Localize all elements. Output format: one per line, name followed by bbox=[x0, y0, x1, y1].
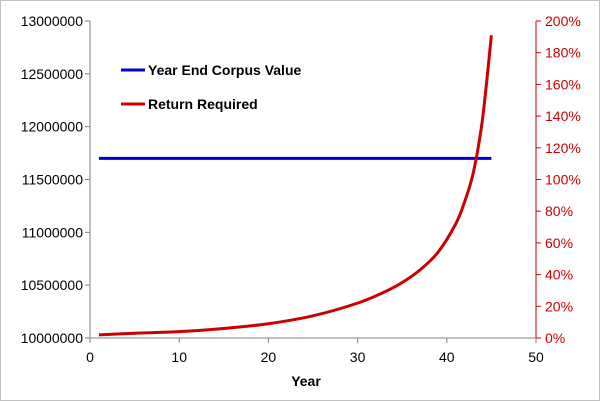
series-line-return-required bbox=[98, 35, 493, 337]
legend-label-return: Return Required bbox=[148, 96, 258, 112]
left-tick-label: 10500000 bbox=[21, 277, 84, 293]
right-tick-label: 20% bbox=[545, 298, 573, 314]
right-tick-label: 140% bbox=[545, 108, 581, 124]
left-axis-ticks: 10000000 10500000 11000000 11500000 12000000… bbox=[21, 13, 90, 346]
x-axis-ticks: 0 10 20 30 40 50 bbox=[86, 338, 544, 365]
right-tick-label: 120% bbox=[545, 140, 581, 156]
right-axis-ticks: 0% 20% 40% 60% 80% 100% 120% 140% 160% 180% 200% bbox=[536, 13, 581, 346]
right-tick-label: 0% bbox=[545, 330, 565, 346]
right-tick-label: 40% bbox=[545, 267, 573, 283]
legend-label-corpus: Year End Corpus Value bbox=[148, 62, 301, 78]
series-layer bbox=[98, 35, 493, 337]
x-tick-label: 30 bbox=[350, 349, 366, 365]
left-tick-label: 12500000 bbox=[21, 66, 84, 82]
right-tick-label: 160% bbox=[545, 76, 581, 92]
left-tick-label: 12000000 bbox=[21, 119, 84, 135]
legend: Year End Corpus Value Return Required bbox=[121, 62, 301, 112]
left-tick-label: 13000000 bbox=[21, 13, 84, 29]
x-tick-label: 50 bbox=[528, 349, 544, 365]
left-tick-label: 10000000 bbox=[21, 330, 84, 346]
right-tick-label: 80% bbox=[545, 203, 573, 219]
x-tick-label: 40 bbox=[439, 349, 455, 365]
right-tick-label: 100% bbox=[545, 172, 581, 188]
right-tick-label: 60% bbox=[545, 235, 573, 251]
right-tick-label: 200% bbox=[545, 13, 581, 29]
x-tick-label: 10 bbox=[171, 349, 187, 365]
left-tick-label: 11000000 bbox=[22, 224, 83, 240]
x-tick-label: 20 bbox=[261, 349, 277, 365]
left-tick-label: 11500000 bbox=[22, 172, 83, 188]
right-tick-label: 180% bbox=[545, 45, 581, 61]
x-tick-label: 0 bbox=[86, 349, 94, 365]
x-axis-title: Year bbox=[291, 373, 321, 389]
